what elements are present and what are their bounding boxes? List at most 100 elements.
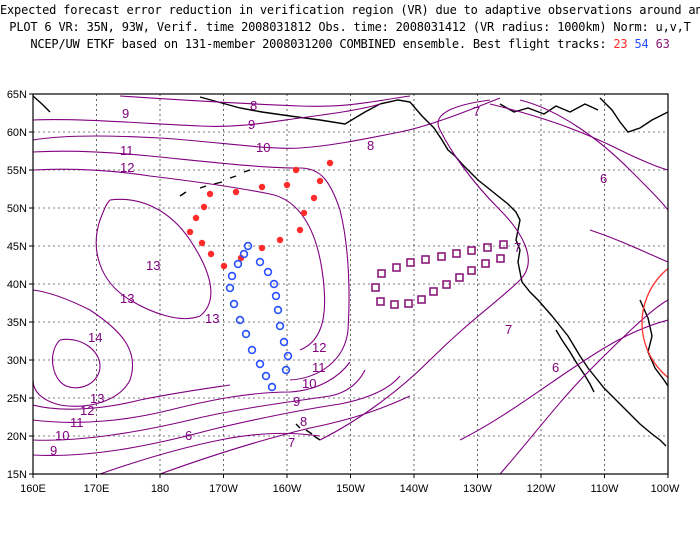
contour-label: 9 [122,106,129,121]
track-red-point [296,226,304,234]
contour-9-north [33,103,381,127]
title-line-2: PLOT 6 VR: 35N, 93W, Verif. time 2008031… [9,20,691,34]
contour-label: 7 [288,435,295,450]
contour-label: 7 [473,104,480,119]
track-red-point [206,190,214,198]
contour-label: 6 [552,360,559,375]
track-red-point [258,183,266,191]
track-red-point [292,166,300,174]
contour-label: 14 [88,330,102,345]
track-blue-point [229,299,239,309]
x-tick-label: 110W [591,483,620,495]
track-blue-point [267,382,277,392]
track-purple-point [467,246,476,255]
y-tick-label: 30N [7,355,27,367]
contour-10-south [33,369,366,441]
coastline-arctic [499,103,599,115]
track-red-point [186,228,194,236]
track-purple-point [376,297,385,306]
track-blue-point [275,321,285,331]
track-red-point [258,244,266,252]
track-blue-point [263,267,273,277]
title-line-3: NCEP/UW ETKF based on 131-member 2008031… [0,37,700,51]
flight-track-red [186,159,334,270]
coastline-hawaii [295,423,321,441]
x-tick-label: 140W [400,483,429,495]
map-content: 9 8 9 10 8 7 11 12 13 13 13 14 13 12 11 … [33,95,668,474]
y-tick-label: 20N [7,431,27,443]
contour-label: 9 [248,117,255,132]
contour-label: 13 [90,391,104,406]
track-blue-point [241,329,251,339]
x-tick-label: 150W [336,483,365,495]
contour-label: 7 [514,240,521,255]
track-purple-point [455,273,464,282]
track-purple-point [377,269,386,278]
contour-7-east [319,99,529,441]
x-tick-label: 120W [527,483,556,495]
contour-label: 10 [256,140,270,155]
track-blue-point [227,271,237,281]
track-red-point [326,159,334,167]
contour-label: 12 [120,160,134,175]
track-blue-point [233,259,243,269]
x-tick-label: 160E [20,483,46,495]
contour-label: 12 [80,403,94,418]
track-purple-point [392,263,401,272]
y-tick-label: 25N [7,393,27,405]
title-line-3-text: NCEP/UW ETKF based on 131-member 2008031… [30,37,607,51]
contour-label: 8 [367,138,374,153]
contour-label: 9 [50,443,57,458]
x-tick-label: 100W [651,483,680,495]
track-purple-point [442,280,451,289]
track-blue-point [239,249,249,259]
track-blue-point [261,371,271,381]
track-purple-point [452,249,461,258]
track-red-point [232,188,240,196]
track-blue-point [243,241,253,251]
track-red-point [220,262,228,270]
contour-7-se [499,299,668,474]
contour-label: 10 [55,428,69,443]
contour-6-east [519,99,668,211]
x-tick-label: 180 [151,483,169,495]
grid-lines [33,94,668,474]
x-tick-label: 170W [209,483,238,495]
contour-11-south [33,361,351,423]
x-axis-labels: 160E 170E 180 170W 160W 150W 140W 130W 1… [20,483,680,495]
contour-13-west [33,289,134,407]
contour-label: 11 [120,143,134,158]
y-axis-labels: 15N 20N 25N 30N 35N 40N 45N 50N 55N 60N … [7,89,27,481]
contour-label: 12 [312,340,326,355]
track-blue-point [255,359,265,369]
contour-label: 7 [505,322,512,337]
track-purple-point [390,300,399,309]
x-tick-label: 130W [463,483,492,495]
track-purple-point [404,299,413,308]
track-purple-point [406,258,415,267]
track-purple-point [421,255,430,264]
contour-14 [51,338,101,389]
track-blue-point [283,351,293,361]
coastline-north-america [199,96,667,447]
track-blue-point [247,345,257,355]
track-red-point [283,181,291,189]
contour-10 [33,97,501,149]
track-red-point [276,236,284,244]
track-purple-point [371,283,380,292]
y-tick-label: 60N [7,127,27,139]
x-tick-label: 170E [84,483,110,495]
title-line-1: Expected forecast error reduction in ver… [0,3,700,17]
contour-5-east [589,229,668,263]
track-purple-point [417,295,426,304]
y-tick-label: 35N [7,317,27,329]
contour-label: 8 [300,414,307,429]
track-red-point [310,194,318,202]
contour-12 [33,168,326,351]
flight-track-purple [371,240,508,309]
y-tick-label: 45N [7,241,27,253]
contour-6-se [459,319,668,441]
contour-12-south [33,384,231,410]
